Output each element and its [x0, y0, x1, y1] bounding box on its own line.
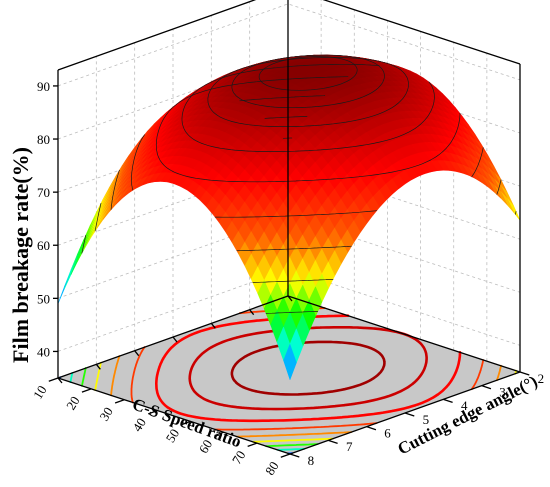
response-surface — [57, 54, 521, 381]
frame-floor-front-left — [57, 377, 291, 455]
frame-top-left — [57, 0, 257, 71]
x-tick-label: 30 — [96, 404, 116, 423]
surface-contour — [231, 54, 385, 109]
z-tick-label: 50 — [37, 291, 50, 306]
y-tick-mark — [328, 439, 338, 444]
x-tick-mark — [114, 399, 125, 404]
x-tick-label: 20 — [63, 394, 83, 413]
x-tick-mark — [81, 388, 92, 393]
z-tick-label: 40 — [37, 344, 50, 359]
surface-contour — [258, 56, 358, 91]
y-tick-mark — [519, 371, 530, 376]
y-tick-mark — [289, 453, 300, 458]
y-tick-label: 3 — [499, 385, 506, 400]
x-tick-label: 80 — [262, 459, 282, 478]
y-tick-mark-left — [57, 377, 63, 384]
y-tick-mark-left — [172, 336, 178, 343]
z-axis-title: Film breakage rate(%) — [8, 147, 33, 363]
y-tick-mark — [443, 398, 453, 403]
z-tick-label: 60 — [37, 238, 50, 253]
y-tick-label: 5 — [423, 412, 430, 427]
surface-contour — [110, 116, 502, 252]
y-tick-mark — [366, 426, 377, 431]
x-tick-mark — [181, 420, 191, 426]
y-tick-label: 7 — [346, 439, 353, 454]
x-tick-mark — [214, 431, 224, 437]
y-tick-mark-left — [95, 363, 101, 370]
z-tick-label: 80 — [37, 132, 50, 147]
surface-contour — [81, 235, 319, 314]
x-tick-mark — [247, 442, 258, 448]
y-tick-mark-left — [249, 309, 255, 316]
floor-contour — [230, 340, 386, 396]
z-tick-label: 70 — [37, 185, 50, 200]
y-tick-label: 2 — [538, 371, 545, 386]
y-tick-label: 4 — [461, 398, 468, 413]
y-tick-mark — [481, 385, 492, 390]
surface-patch — [283, 344, 297, 381]
x-tick-label: 70 — [229, 448, 249, 467]
z-tick-label: 90 — [37, 79, 50, 94]
x-tick-mark — [48, 377, 59, 382]
y-tick-mark — [404, 412, 415, 417]
x-tick-mark — [280, 453, 291, 458]
frame-floor-right — [287, 295, 521, 373]
surface-contour — [131, 95, 484, 218]
frame-top-right — [322, 0, 521, 65]
floor-contour — [188, 326, 428, 411]
y-tick-label: 8 — [308, 453, 315, 468]
x-tick-label: 10 — [30, 383, 50, 402]
x-tick-mark — [148, 409, 158, 415]
y-tick-mark-left — [210, 322, 216, 329]
y-tick-mark-left — [134, 350, 140, 357]
y-tick-label: 6 — [384, 426, 391, 441]
y-tick-mark-left — [287, 295, 293, 302]
